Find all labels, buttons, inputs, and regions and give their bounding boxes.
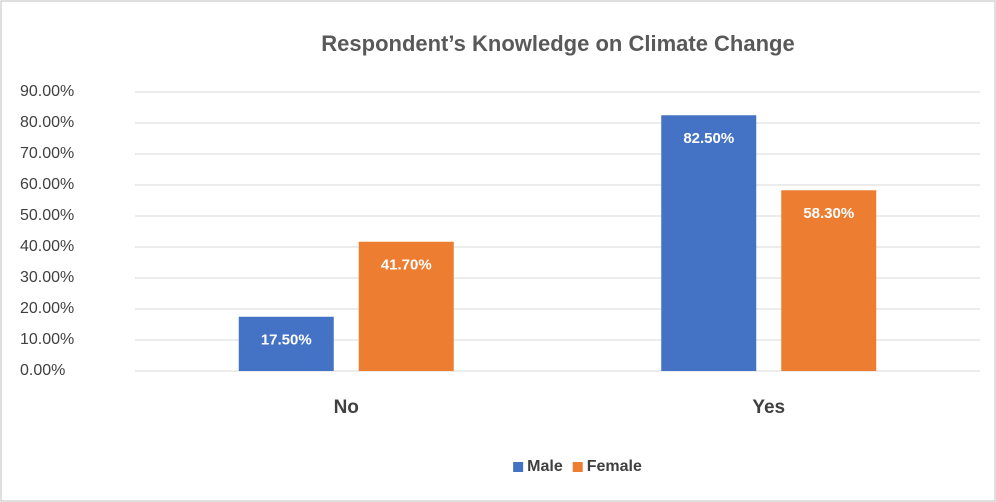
y-tick-label: 90.00% — [20, 83, 74, 100]
bar — [238, 316, 334, 371]
x-tick-label: Yes — [752, 397, 785, 418]
bar — [358, 241, 454, 371]
y-tick-label: 40.00% — [20, 238, 74, 255]
y-tick-label: 30.00% — [20, 269, 74, 286]
legend-swatch — [513, 462, 524, 472]
data-label: 82.50% — [683, 130, 734, 147]
chart-title: Respondent’s Knowledge on Climate Change — [321, 31, 794, 56]
y-tick-label: 20.00% — [20, 300, 74, 317]
legend-label: Male — [527, 458, 563, 475]
data-label: 58.30% — [803, 205, 854, 222]
data-label: 17.50% — [261, 332, 312, 349]
y-tick-label: 80.00% — [20, 114, 74, 131]
legend-label: Female — [587, 458, 642, 475]
y-tick-label: 50.00% — [20, 207, 74, 224]
y-tick-label: 70.00% — [20, 145, 74, 162]
data-label: 41.70% — [381, 257, 432, 274]
bar — [661, 115, 757, 371]
x-tick-label: No — [334, 397, 359, 418]
legend-swatch — [572, 462, 583, 472]
y-tick-label: 60.00% — [20, 176, 74, 193]
y-tick-label: 10.00% — [20, 331, 74, 348]
y-tick-label: 0.00% — [20, 362, 65, 379]
bar — [781, 190, 877, 371]
